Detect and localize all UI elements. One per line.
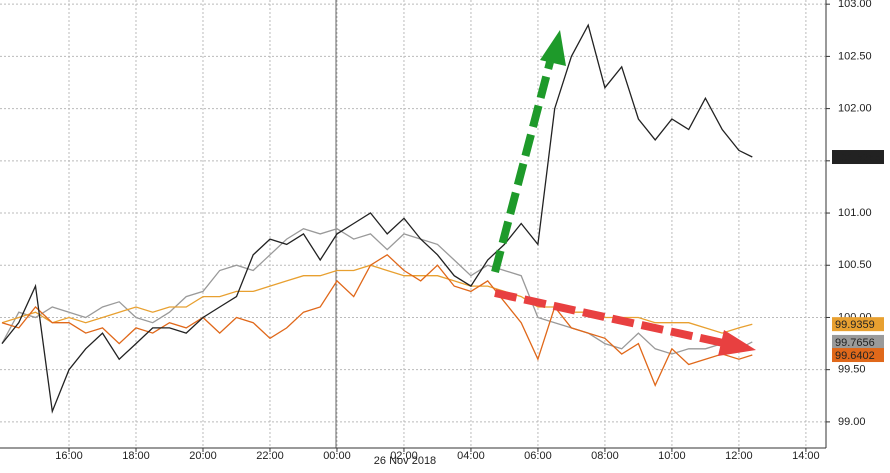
x-tick-label: 00:00 — [323, 450, 351, 462]
x-tick-label: 06:00 — [524, 450, 552, 462]
last-value-label: 99.6402 — [835, 350, 875, 362]
last-value-box — [832, 150, 884, 165]
x-tick-label: 10:00 — [658, 450, 686, 462]
annotation-arrows — [491, 30, 756, 356]
last-value-label: 101.5365 — [835, 152, 881, 164]
x-tick-label: 02:00 — [390, 450, 418, 462]
last-value-box — [832, 334, 884, 349]
last-value-label: 99.7656 — [835, 337, 875, 349]
y-tick-label: 101.00 — [838, 207, 872, 219]
y-tick-label: 102.00 — [838, 103, 872, 115]
series-line — [1, 253, 753, 387]
last-value-box — [832, 317, 884, 332]
x-tick-label: 20:00 — [189, 450, 217, 462]
last-value-label: 99.9359 — [835, 319, 875, 331]
y-tick-label: 99.50 — [838, 364, 866, 376]
green-arrow — [491, 60, 554, 274]
last-value-box — [832, 348, 884, 363]
y-tick-label: 102.50 — [838, 50, 872, 62]
series-line — [1, 264, 753, 334]
y-tick-label: 100.50 — [838, 259, 872, 271]
x-tick-label: 14:00 — [792, 450, 820, 462]
x-tick-label: 04:00 — [457, 450, 485, 462]
x-tick-label: 18:00 — [122, 450, 150, 462]
red-arrow-head — [718, 330, 756, 356]
y-tick-label: 99.00 — [838, 416, 866, 428]
x-tick-label: 08:00 — [591, 450, 619, 462]
green-arrow-head — [540, 30, 566, 66]
series-line — [1, 23, 753, 414]
red-arrow — [494, 289, 729, 348]
x-tick-label: 16:00 — [55, 450, 83, 462]
x-tick-label: 12:00 — [725, 450, 753, 462]
date-label: 26 Nov 2018 — [374, 455, 436, 467]
y-tick-label: 103.00 — [838, 0, 872, 10]
x-tick-label: 22:00 — [256, 450, 284, 462]
